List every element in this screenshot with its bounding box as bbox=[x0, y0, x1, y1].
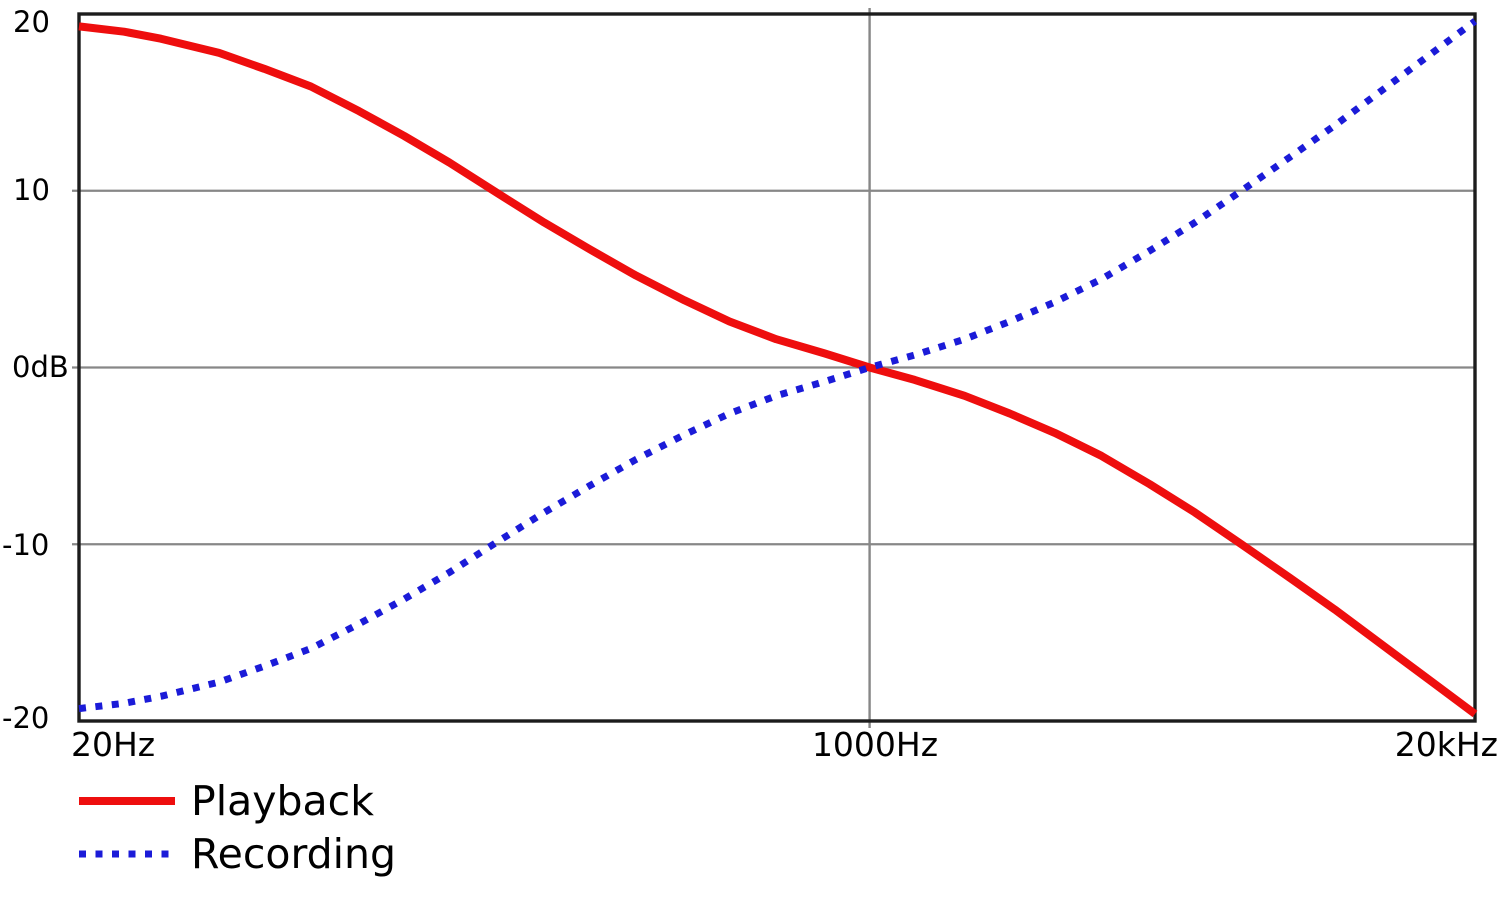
x-tick-label-1000hz: 1000Hz bbox=[811, 725, 939, 764]
recording-curve bbox=[78, 18, 1478, 713]
legend-label-playback: Playback bbox=[191, 776, 374, 825]
plot-border bbox=[77, 12, 1477, 723]
legend-item-recording: Recording bbox=[78, 827, 396, 880]
y-tick-label-neg20: -20 bbox=[2, 701, 50, 735]
x-tick-label-20hz: 20Hz bbox=[71, 725, 156, 764]
playback-curve bbox=[78, 22, 1478, 718]
y-tick-label-20: 20 bbox=[13, 5, 50, 39]
legend: Playback Recording bbox=[78, 774, 396, 880]
legend-label-recording: Recording bbox=[191, 829, 397, 878]
recording-line-swatch bbox=[79, 850, 175, 857]
playback-line-swatch bbox=[79, 796, 175, 805]
y-tick-label-10: 10 bbox=[13, 173, 50, 207]
x-tick-label-20khz: 20kHz bbox=[1394, 725, 1498, 764]
y-tick-label-0db: 0dB bbox=[12, 350, 69, 384]
y-tick-label-neg10: -10 bbox=[2, 528, 50, 562]
legend-item-playback: Playback bbox=[78, 774, 396, 827]
